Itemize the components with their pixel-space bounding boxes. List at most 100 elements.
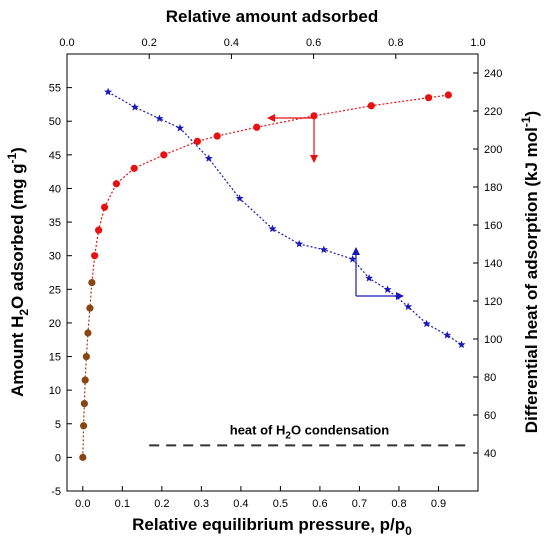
data-point-star [268,224,277,233]
y-left-tick-label: 0 [55,452,61,464]
y-right-axis-title-sup: -1 [519,116,533,127]
x-bottom-tick-label: 0.4 [233,498,248,510]
y-left-tick-label: 25 [49,284,61,296]
data-point [253,123,261,131]
plot-frame [66,53,479,492]
x-bottom-tick-label: 0.5 [273,498,288,510]
data-point-star [204,154,213,162]
y-left-ticks: -5 0 5 10 15 20 25 30 35 40 45 50 55 [49,83,72,498]
data-point-star [404,302,413,311]
data-point [95,226,103,234]
data-point-star [443,331,452,339]
reference-line-label: heat of H2O condensation [230,422,389,441]
y-left-tick-label: 55 [49,83,61,95]
axis-indicator-arrows [267,114,404,300]
x-bottom-ticks: 0.0 0.1 0.2 0.3 0.4 0.5 0.6 0.7 0.8 0.9 [75,486,446,510]
series-lines [82,91,462,458]
x-top-axis-title: Relative amount adsorbed [166,7,379,26]
x-top-tick-label: 0.6 [306,37,321,49]
data-point [79,422,88,430]
x-bottom-tick-label: 0.3 [194,498,209,510]
y-left-tick-label: 35 [49,217,61,229]
data-point [160,151,168,159]
y-right-axis-title: Differential heat of adsorption (kJ mol-… [519,111,541,433]
data-point-star [235,194,244,202]
data-point-star [319,245,328,254]
y-left-axis-title-sup: -1 [5,152,19,163]
y-right-axis-title-part1: Differential heat of adsorption (kJ mol [522,127,541,433]
data-point [444,91,452,99]
data-point [193,137,202,145]
y-left-tick-label: 50 [49,116,61,128]
y-right-tick-label: 160 [484,220,502,232]
x-bottom-tick-label: 0.9 [431,498,446,510]
y-left-axis-title-part1: Amount H [8,316,27,397]
series-markers [79,87,466,461]
data-point [112,180,120,188]
x-bottom-tick-label: 0.0 [75,498,90,510]
data-point-star [365,274,374,282]
series-blue-line [107,91,462,346]
series-brown-line [82,282,93,458]
x-top-tick-label: 0.4 [224,37,239,49]
y-left-tick-label: 10 [49,385,61,397]
data-point [86,304,94,312]
y-left-tick-label: 15 [49,352,61,364]
y-left-tick-label: -5 [51,486,61,498]
y-right-tick-label: 80 [484,372,496,384]
x-bottom-tick-label: 0.6 [312,498,327,510]
data-point [213,132,221,140]
data-point-star [155,114,164,122]
y-right-ticks: 40 60 80 100 120 140 160 180 200 220 240 [473,68,502,460]
x-bottom-tick-label: 0.2 [154,498,169,510]
x-bottom-axis-title-main: Relative equilibrium pressure, p/p [132,515,405,534]
y-right-tick-label: 240 [484,68,502,80]
reference-line-label-sub: 2 [285,430,291,441]
y-left-axis-title-part2: O adsorbed (mg g [8,163,27,308]
x-top-tick-label: 0.8 [388,37,403,49]
data-point [91,252,99,260]
y-left-tick-label: 20 [49,318,61,330]
data-point-star [457,340,466,349]
reference-line-label-part1: heat of H [230,422,286,437]
data-point [84,329,92,337]
y-right-tick-label: 100 [484,334,502,346]
data-point [79,453,87,461]
data-point [130,164,138,172]
y-left-axis-title-sub: 2 [17,309,31,316]
y-left-tick-label: 5 [55,419,61,431]
data-point-star [348,255,357,263]
data-point-star [383,285,392,293]
x-top-tick-label: 0.0 [59,37,74,49]
reference-line-label-part2: O condensation [291,422,389,437]
y-left-axis-title: Amount H2O adsorbed (mg g-1) [5,147,31,397]
y-right-tick-label: 220 [484,106,502,118]
data-point [425,94,433,102]
x-top-tick-label: 1.0 [470,37,485,49]
y-left-axis-title-part3: ) [8,147,27,153]
y-right-tick-label: 140 [484,258,502,270]
y-right-tick-label: 120 [484,296,502,308]
x-bottom-tick-label: 0.1 [115,498,130,510]
data-point-star [176,123,185,132]
data-point-star [130,103,139,111]
y-right-axis-title-part2: ) [522,111,541,117]
x-bottom-axis-title-sub: 0 [405,524,412,538]
y-left-tick-label: 30 [49,251,61,263]
y-left-tick-label: 40 [49,183,61,195]
x-bottom-axis-title: Relative equilibrium pressure, p/p0 [132,515,412,538]
data-point-star [295,239,304,248]
x-bottom-tick-label: 0.8 [391,498,406,510]
y-right-tick-label: 40 [484,448,496,460]
y-right-tick-label: 180 [484,182,502,194]
data-point-star [104,87,113,96]
x-top-tick-label: 0.2 [142,37,157,49]
y-left-tick-label: 45 [49,150,61,162]
data-point [88,278,96,287]
data-point [367,102,375,110]
x-top-ticks: 0.0 0.2 0.4 0.6 0.8 1.0 [59,37,486,59]
data-point [81,376,89,384]
data-point-star [422,319,431,328]
data-point [100,203,109,211]
